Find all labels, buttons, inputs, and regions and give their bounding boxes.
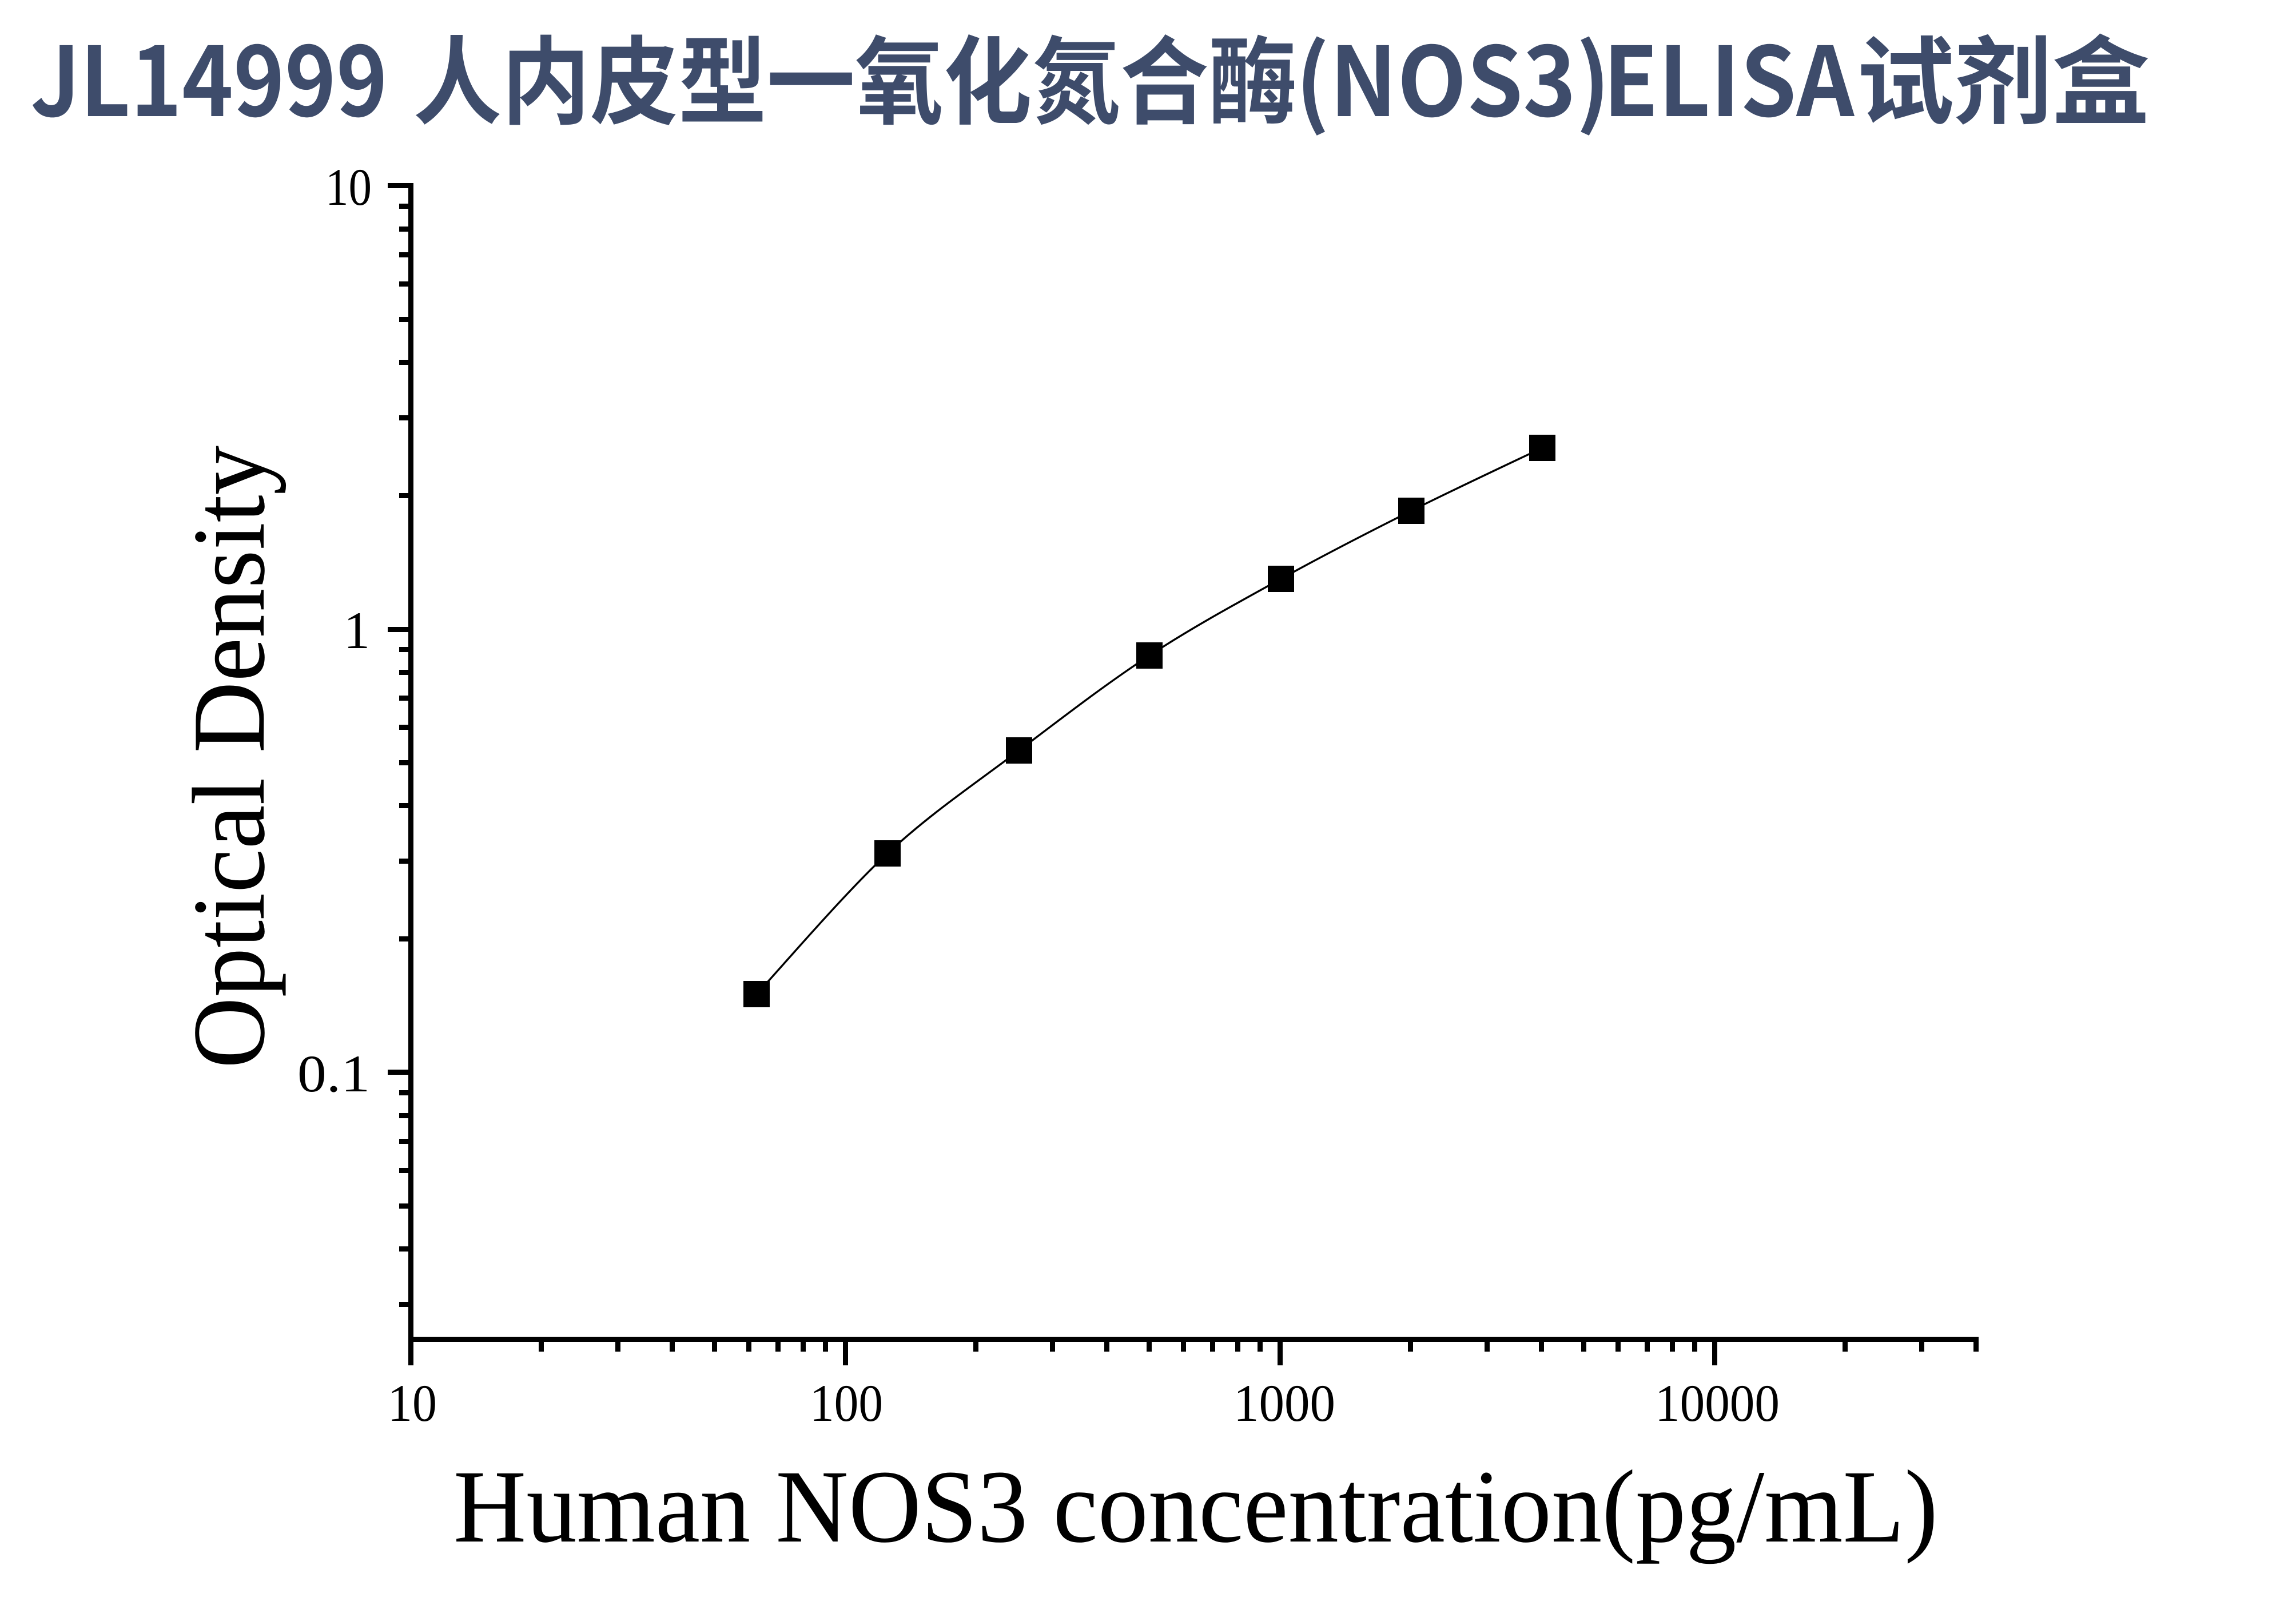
svg-text:10: 10 [325, 158, 372, 216]
svg-text:Human NOS3 concentration(pg/mL: Human NOS3 concentration(pg/mL) [453, 1449, 1938, 1564]
svg-text:0.1: 0.1 [297, 1044, 370, 1103]
svg-text:10000: 10000 [1655, 1374, 1780, 1432]
svg-text:10: 10 [388, 1374, 437, 1432]
svg-text:1000: 1000 [1233, 1374, 1335, 1432]
svg-text:100: 100 [810, 1374, 883, 1432]
svg-text:1: 1 [344, 601, 370, 660]
svg-text:Optical Density: Optical Density [172, 446, 286, 1068]
